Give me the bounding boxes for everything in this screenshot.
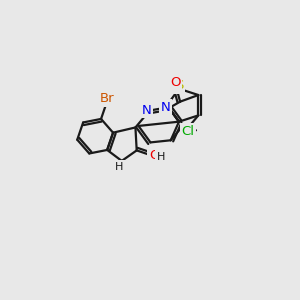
Text: H: H	[157, 152, 166, 162]
Text: H: H	[115, 162, 123, 172]
Text: Cl: Cl	[181, 125, 194, 138]
Text: O: O	[170, 76, 181, 89]
Text: O: O	[149, 149, 160, 162]
Text: N: N	[160, 100, 170, 113]
Text: N: N	[142, 104, 151, 117]
Text: Br: Br	[99, 92, 114, 106]
Text: S: S	[175, 79, 183, 92]
